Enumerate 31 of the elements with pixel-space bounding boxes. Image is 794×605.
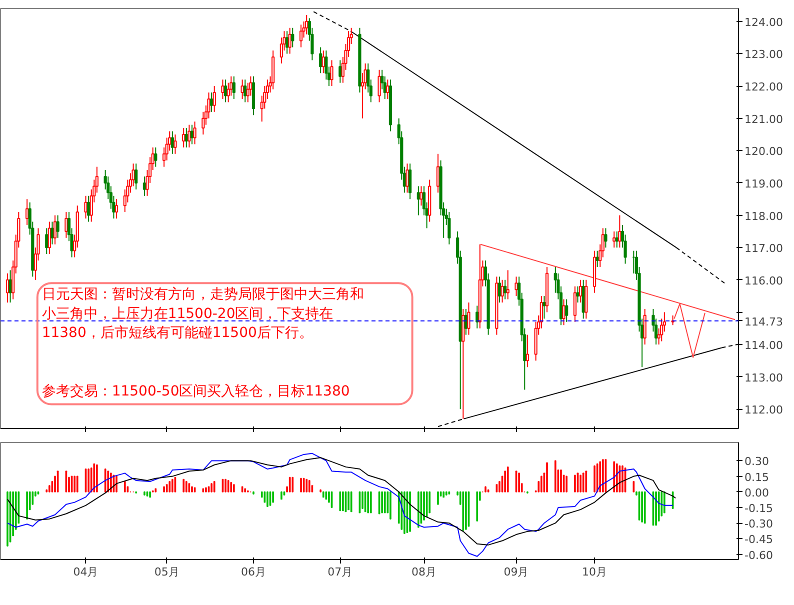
y-tick-label: 113.00 (744, 371, 783, 384)
y-tick-label: 117.00 (744, 242, 783, 256)
y-tick-label: -0.60 (744, 548, 773, 562)
x-tick-label: 07月 (328, 566, 353, 578)
x-tick-label: 09月 (504, 566, 529, 578)
y-tick-label: 123.00 (744, 48, 783, 62)
x-tick-label: 05月 (154, 566, 180, 578)
x-tick-label: 06月 (240, 566, 266, 578)
y-tick-label: 120.00 (744, 145, 783, 158)
y-tick-label: -0.45 (744, 533, 773, 546)
y-tick-label: 124.00 (744, 16, 783, 29)
annotation: 11380，后市短线有可能碰11500后下行。 (42, 325, 313, 342)
annotation: 小三角中，上压力在11500-20区间，下支持在 (42, 306, 334, 322)
y-tick-label: 116.00 (744, 274, 783, 288)
y-tick-label: 0.30 (744, 455, 769, 468)
y-tick-label: -0.15 (744, 502, 773, 515)
x-tick-label: 08月 (412, 566, 437, 578)
y-tick-label: 112.00 (744, 404, 783, 417)
x-tick-label: 10月 (582, 566, 608, 578)
ref-line-label: 114.73 (744, 315, 783, 328)
y-tick-label: 114.00 (744, 339, 783, 352)
annotation: 日元天图：暂时没有方向，走势局限于图中大三角和 (42, 286, 364, 302)
annotation: 参考交易：11500-50区间买入轻仓，目标11380 (42, 383, 350, 400)
y-tick-label: -0.30 (744, 518, 773, 531)
y-tick-label: 121.00 (744, 112, 783, 126)
y-tick-label: 0.15 (744, 470, 769, 484)
y-tick-label: 122.00 (744, 80, 783, 94)
y-tick-label: 118.00 (744, 210, 783, 223)
y-tick-label: 0.00 (744, 486, 769, 500)
x-tick-label: 04月 (73, 566, 98, 578)
y-tick-label: 119.00 (744, 177, 783, 190)
